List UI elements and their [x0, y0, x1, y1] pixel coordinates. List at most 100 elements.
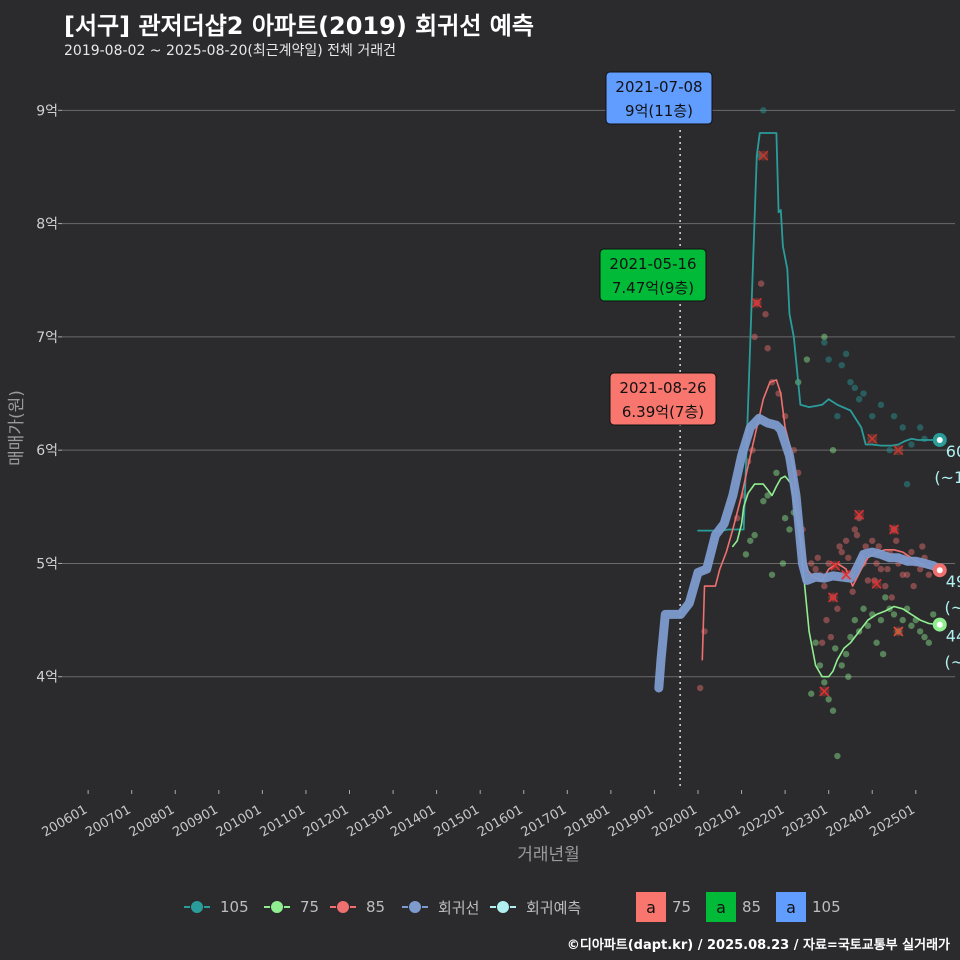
scatter-point-105 — [825, 356, 832, 363]
scatter-point-85 — [925, 571, 933, 578]
scatter-point-85 — [877, 565, 885, 573]
scatter-point-85 — [919, 543, 926, 550]
caption: ©디아파트(dapt.kr) / 2025.08.23 / 자료=국토교통부 실… — [566, 938, 950, 953]
x-mark-cross — [830, 560, 841, 571]
x-tick-label: 202201 — [737, 802, 787, 840]
scatter-point-85 — [764, 345, 771, 352]
scatter-point-75 — [786, 526, 793, 533]
legend-box: a — [636, 892, 666, 922]
x-mark-85 — [751, 297, 762, 308]
scatter-point-85 — [838, 548, 845, 556]
scatter-point-75 — [768, 571, 776, 578]
legend-label: 회귀선 — [438, 898, 480, 917]
scatter-point-75 — [873, 639, 880, 646]
series-line-75 — [732, 475, 939, 678]
scatter-point-75 — [760, 497, 767, 505]
legend-box: a — [776, 892, 806, 922]
legend-label: 75 — [300, 898, 320, 916]
scatter-point-75 — [781, 514, 789, 522]
scatter-point-75 — [860, 605, 867, 612]
x-tick-label: 202401 — [824, 802, 874, 840]
scatter-point-85 — [827, 633, 835, 641]
scatter-point-85 — [814, 554, 821, 561]
x-tick-label: 201801 — [562, 802, 612, 840]
x-mark-cross — [751, 297, 762, 308]
legend-dot — [408, 900, 422, 914]
scatter-point-75 — [842, 650, 850, 658]
series-line-105 — [697, 132, 939, 533]
annotation-105: 2021-07-08 9억(11층) — [605, 71, 713, 125]
scatter-point-75 — [779, 560, 787, 567]
scatter-point-105 — [886, 446, 893, 454]
forecast-points: 60,933 (~105㎡) 49,365 (~85㎡) 44,600 (~75㎡) — [932, 432, 960, 672]
scatter-point-75 — [916, 628, 924, 635]
y-tick-label: 6억 — [36, 443, 58, 459]
y-tick-label: 4억 — [36, 670, 58, 686]
scatter-point-85 — [908, 548, 915, 556]
scatter-point-85 — [845, 554, 852, 561]
x-tick-label: 202101 — [693, 802, 743, 840]
y-axis-title: 매매가(원) — [7, 390, 27, 466]
scatter-point-75 — [812, 639, 819, 646]
forecast-point-center — [936, 567, 943, 574]
x-mark-105 — [867, 433, 878, 444]
legend-dot — [270, 900, 284, 914]
scatter-point-85 — [873, 560, 880, 567]
scatter-point-75 — [821, 333, 828, 341]
annotation-price: 6.39억(7층) — [622, 403, 704, 421]
legend-key — [328, 897, 358, 917]
legend-item-회귀예측: 회귀예측 — [488, 890, 581, 924]
x-mark-105 — [893, 445, 904, 456]
annotations: 2021-07-089억(11층)2021-05-167.47억(9층)2021… — [599, 71, 717, 426]
scatter-point-75 — [821, 679, 828, 686]
scatter-point-75 — [925, 639, 933, 646]
scatter-point-105 — [890, 412, 898, 420]
annotation-date: 2021-07-08 — [615, 78, 702, 96]
scatter-point-105 — [855, 395, 863, 403]
scatter-point-85 — [871, 577, 878, 584]
scatter-point-75 — [825, 696, 832, 703]
annotation-box — [599, 248, 707, 302]
scatter-point-105 — [842, 350, 850, 358]
series-lines — [654, 132, 943, 693]
scatter-point-105 — [851, 384, 859, 392]
scatter-point-85 — [849, 588, 856, 595]
annotation-price: 9억(11층) — [625, 102, 693, 120]
x-tick-label: 202301 — [780, 802, 830, 840]
legend-label: 105 — [220, 898, 249, 916]
x-tick-label: 200901 — [170, 802, 220, 840]
scatter-point-75 — [742, 551, 750, 558]
scatter-point-85 — [903, 571, 911, 578]
legend-key — [400, 897, 430, 917]
forecast-area-label: (~75㎡) — [944, 653, 960, 672]
x-tick-label: 201301 — [345, 802, 395, 840]
scatter-point-85 — [916, 565, 924, 573]
scatter-point-75 — [921, 633, 928, 641]
x-mark-cross — [893, 445, 904, 456]
scatter-point-85 — [696, 684, 704, 692]
scatter-point-75 — [882, 594, 889, 601]
scatter-point-75 — [747, 537, 754, 544]
chart-subtitle: 2019-08-02 ~ 2025-08-20(최근계약일) 전체 거래건 — [64, 43, 396, 59]
scatter-point-85 — [757, 280, 765, 287]
scatter-point-105 — [760, 107, 767, 114]
x-mark-cross — [758, 150, 769, 161]
x-marks — [751, 150, 904, 697]
scatter-point-105 — [916, 424, 924, 431]
scatter-point-75 — [899, 616, 906, 624]
annotation-price: 7.47억(9층) — [612, 279, 694, 297]
scatter-point-75 — [808, 690, 815, 697]
series-line-회귀선 — [654, 413, 943, 693]
y-tick-label: 5억 — [36, 556, 58, 572]
chart-title: [서구] 관저더샵2 아파트(2019) 회귀선 예측 — [64, 12, 534, 40]
legend-dot — [496, 900, 510, 914]
annotation-75: 2021-08-26 6.39억(7층) — [609, 372, 717, 426]
legend-item-85: 85 — [328, 890, 385, 924]
scatter-point-85 — [910, 582, 917, 590]
scatter-point-75 — [803, 356, 811, 363]
x-mark-85 — [841, 569, 852, 580]
legend-key — [182, 897, 212, 917]
scatter-point-75 — [930, 611, 937, 618]
scatter-point-75 — [879, 650, 887, 658]
y-tick-label: 9억 — [36, 103, 58, 119]
